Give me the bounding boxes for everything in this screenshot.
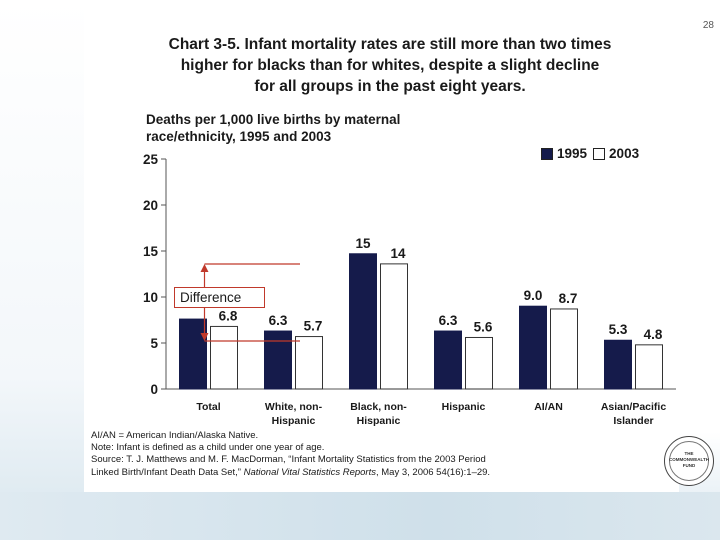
annotation-arrowhead-up-icon [200, 264, 209, 272]
y-tick-label: 25 [143, 152, 159, 167]
data-label-1995: 6.3 [439, 313, 458, 328]
bar-1995 [604, 339, 632, 390]
bar-1995 [519, 305, 547, 390]
page-number: 28 [702, 20, 714, 31]
chart-panel [84, 17, 679, 492]
legend-swatch-2003 [593, 147, 606, 160]
y-tick-label: 5 [150, 336, 158, 351]
bar-2003 [550, 308, 578, 390]
title-line: Chart 3-5. Infant mortality rates are st… [168, 36, 612, 53]
data-label-1995: 15 [355, 236, 371, 251]
footnote-abbrev: AI/AN = American Indian/Alaska Native. [91, 430, 259, 441]
bar-2003 [380, 263, 408, 390]
bar-2003 [465, 336, 493, 390]
difference-annotation-label: Difference [174, 287, 265, 308]
y-tick-label: 15 [143, 244, 159, 259]
footnote-note: Note: Infant is defined as a child under… [91, 442, 325, 454]
x-category-label: Hispanic [272, 415, 316, 427]
x-category-label: Black, non- [350, 401, 407, 413]
footnote-source-2: Linked Birth/Infant Death Data Set,” Nat… [91, 467, 651, 479]
data-label-2003: 5.7 [304, 319, 323, 334]
slide-bottom-band [0, 492, 720, 540]
x-category-label: Asian/Pacific [601, 401, 667, 413]
data-label-1995: 6.3 [269, 313, 288, 328]
y-tick-label: 20 [143, 198, 158, 213]
subtitle-line: race/ethnicity, 1995 and 2003 [146, 129, 332, 144]
title-line: for all groups in the past eight years. [254, 78, 526, 95]
y-tick-label: 0 [150, 382, 158, 397]
data-label-2003: 8.7 [559, 291, 578, 306]
data-label-2003: 6.8 [219, 308, 238, 323]
bar-1995 [264, 330, 292, 390]
legend-swatch-1995 [541, 147, 553, 160]
x-category-label: AI/AN [534, 401, 563, 413]
bar-2003 [210, 325, 238, 390]
commonwealth-fund-seal-icon: THE COMMONWEALTH FUND [664, 436, 714, 486]
x-category-label: White, non- [265, 401, 323, 413]
legend-label-2003: 2003 [609, 146, 640, 161]
slide-left-band [0, 0, 84, 540]
footnote-source-1: Source: T. J. Matthews and M. F. MacDorm… [91, 454, 486, 466]
x-category-label: Total [196, 401, 220, 413]
bar-2003 [635, 344, 663, 390]
bar-1995 [349, 253, 377, 390]
bar-1995 [179, 318, 207, 390]
data-label-2003: 14 [390, 246, 406, 261]
legend-label-1995: 1995 [557, 146, 588, 161]
source-journal: National Vital Statistics Reports [243, 466, 376, 478]
x-category-label: Islander [613, 415, 653, 427]
chart-title: Chart 3-5. Infant mortality rates are st… [100, 34, 680, 97]
data-label-1995: 9.0 [524, 288, 543, 303]
subtitle-line: Deaths per 1,000 live births by maternal [146, 112, 401, 127]
bar-1995 [434, 330, 462, 390]
source-text: , May 3, 2006 54(16):1–29. [375, 466, 491, 478]
title-line: higher for blacks than for whites, despi… [180, 57, 600, 74]
data-label-2003: 4.8 [644, 327, 663, 342]
bar-2003 [295, 336, 323, 390]
x-category-label: Hispanic [442, 401, 486, 413]
annotation-arrowhead-down-icon [200, 333, 209, 341]
y-tick-label: 10 [143, 290, 158, 305]
data-label-2003: 5.6 [474, 319, 493, 334]
chart-legend: 1995 2003 [541, 146, 645, 161]
chart-subtitle: Deaths per 1,000 live births by maternal… [146, 111, 486, 145]
x-category-label: Hispanic [357, 415, 401, 427]
source-text: Linked Birth/Infant Death Data Set,” [91, 466, 244, 478]
data-label-1995: 5.3 [609, 322, 628, 337]
footnotes: AI/AN = American Indian/Alaska Native. N… [91, 430, 651, 479]
